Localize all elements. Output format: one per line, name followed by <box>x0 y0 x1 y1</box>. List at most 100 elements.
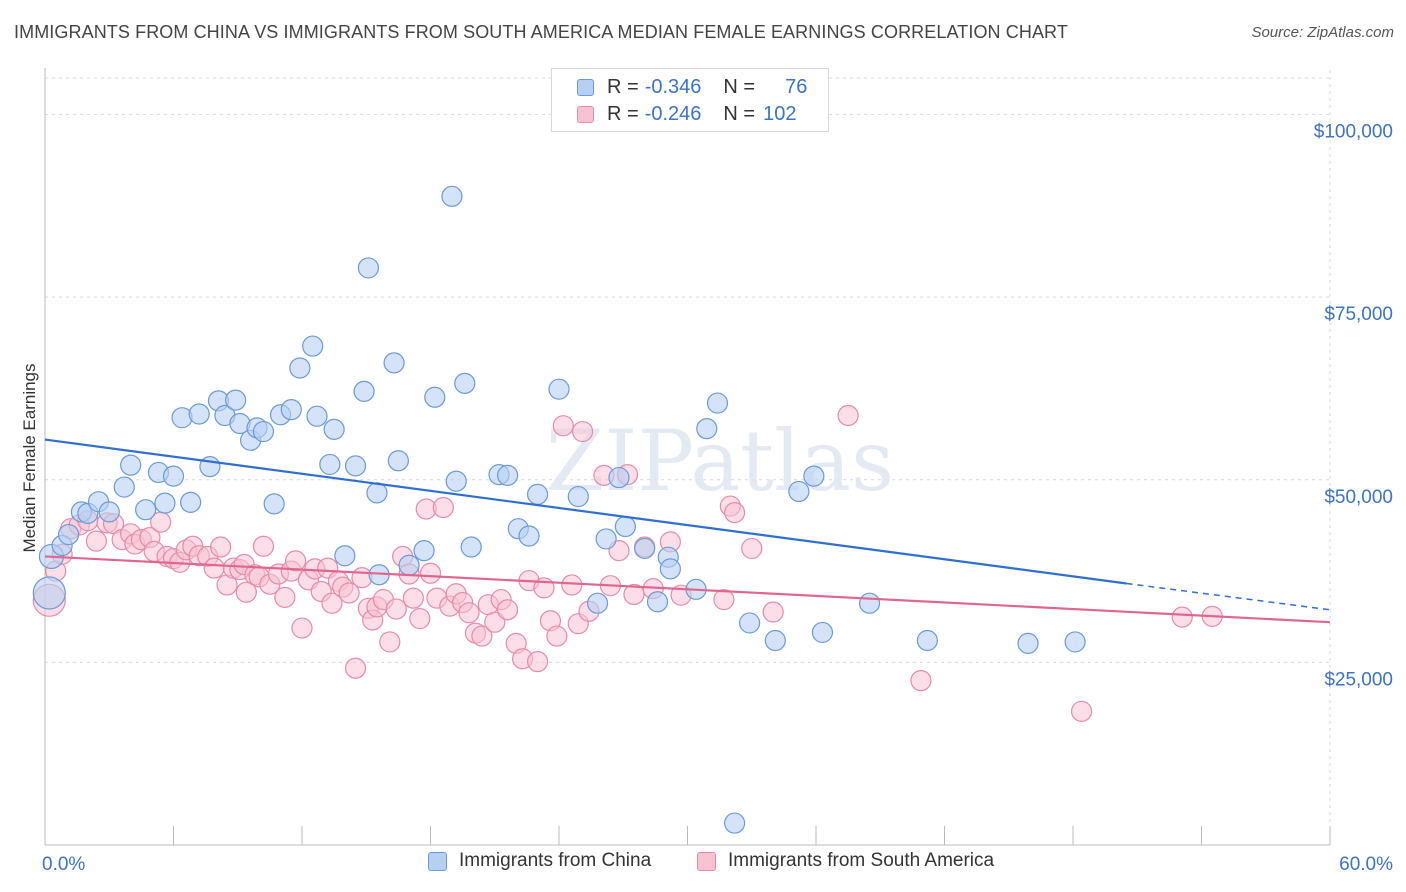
china-point <box>366 482 388 504</box>
china-point <box>548 378 570 400</box>
south-america-point <box>1070 700 1093 722</box>
legend-r-label: R = <box>607 75 639 98</box>
china-point <box>383 352 405 374</box>
south-america-point <box>321 592 343 614</box>
china-point <box>595 528 617 550</box>
china-point <box>171 407 193 429</box>
china-point <box>811 621 834 644</box>
china-point <box>696 418 718 440</box>
china-point <box>32 576 66 610</box>
axes <box>44 68 1331 846</box>
china-point <box>398 554 420 576</box>
china-point <box>302 335 324 357</box>
china-point <box>252 420 275 443</box>
south-america-point <box>484 611 506 633</box>
x-tick-labels: 0.0% 60.0% <box>42 854 1393 875</box>
legend-r-value: -0.246 <box>644 102 702 125</box>
china-point <box>724 812 746 834</box>
y-tick-labels: $25,000 $50,000 $75,000 $100,000 <box>1314 122 1393 691</box>
x-tick-label: 60.0% <box>1339 854 1393 875</box>
y-tick-label: $50,000 <box>1324 487 1393 508</box>
south-america-swatch <box>697 851 716 871</box>
south-america-point <box>284 550 307 572</box>
legend-item-china[interactable]: Immigrants from China <box>428 850 651 872</box>
china-point <box>659 558 681 580</box>
china-point <box>323 418 345 440</box>
china-point <box>567 485 589 508</box>
china-point <box>518 525 540 547</box>
china-point <box>263 493 285 515</box>
china-point <box>387 450 409 472</box>
south-america-point <box>837 404 859 427</box>
china-point <box>357 257 379 279</box>
south-america-point <box>432 496 454 519</box>
china-point <box>739 612 761 634</box>
south-america-point <box>571 420 594 443</box>
y-tick-label: $75,000 <box>1324 304 1393 325</box>
south-america-point <box>497 599 519 621</box>
china-point <box>319 453 341 476</box>
china-point <box>334 545 356 567</box>
legend-n-label: N = <box>723 102 756 125</box>
china-point <box>1017 632 1039 654</box>
china-point <box>98 501 120 523</box>
south-america-swatch <box>577 105 594 123</box>
south-america-point <box>409 607 431 630</box>
x-tick-label: 0.0% <box>42 854 85 875</box>
south-america-point <box>344 657 367 679</box>
south-america-point <box>235 581 257 603</box>
south-america-point <box>85 530 108 552</box>
south-america-point <box>252 535 275 557</box>
y-tick-label: $100,000 <box>1314 122 1393 143</box>
china-point <box>858 592 881 614</box>
china-point <box>526 483 549 505</box>
south-america-point <box>713 588 735 611</box>
china-point <box>180 491 202 514</box>
south-america-point <box>274 586 296 608</box>
south-america-trend-line <box>44 555 1331 624</box>
china-point <box>586 592 609 614</box>
china-point <box>614 515 636 538</box>
watermark-text: ZIPatlas <box>546 412 894 510</box>
trend-lines <box>44 438 1331 624</box>
y-tick-label: $25,000 <box>1324 669 1393 690</box>
china-point <box>280 399 302 421</box>
china-point <box>788 480 810 503</box>
china-point <box>497 464 519 486</box>
south-america-point <box>210 536 232 558</box>
south-america-point <box>724 502 746 524</box>
china-point <box>135 499 157 521</box>
china-swatch <box>428 851 447 871</box>
legend-r-value: -0.346 <box>644 75 702 98</box>
chart-title: IMMIGRANTS FROM CHINA VS IMMIGRANTS FROM… <box>14 22 1068 42</box>
china-point <box>634 537 656 560</box>
china-point <box>803 465 825 487</box>
series-china-points <box>32 185 1086 834</box>
south-america-point <box>471 625 493 647</box>
china-point <box>706 392 729 414</box>
south-america-point <box>385 598 407 620</box>
china-trend-line <box>44 438 1127 585</box>
china-point <box>764 629 786 652</box>
south-america-point <box>623 583 645 606</box>
china-point <box>289 357 311 379</box>
south-america-point <box>546 625 568 647</box>
gridlines <box>45 70 1331 845</box>
south-america-point <box>762 601 784 623</box>
legend-item-south-america[interactable]: Immigrants from South America <box>697 850 994 872</box>
legend-label-china: Immigrants from China <box>459 850 652 871</box>
china-swatch <box>577 78 594 96</box>
china-point <box>646 591 669 613</box>
china-point <box>57 523 80 546</box>
south-america-point <box>561 574 583 596</box>
china-point <box>113 476 135 498</box>
south-america-point <box>402 587 424 609</box>
correlation-legend: R = -0.346 N = 76 R = -0.246 N = 102 <box>551 68 829 132</box>
china-point <box>441 185 463 207</box>
china-point <box>916 629 938 652</box>
south-america-point <box>552 415 574 437</box>
china-point <box>413 540 435 562</box>
legend-n-label: N = <box>723 75 756 98</box>
south-america-point <box>419 562 442 584</box>
